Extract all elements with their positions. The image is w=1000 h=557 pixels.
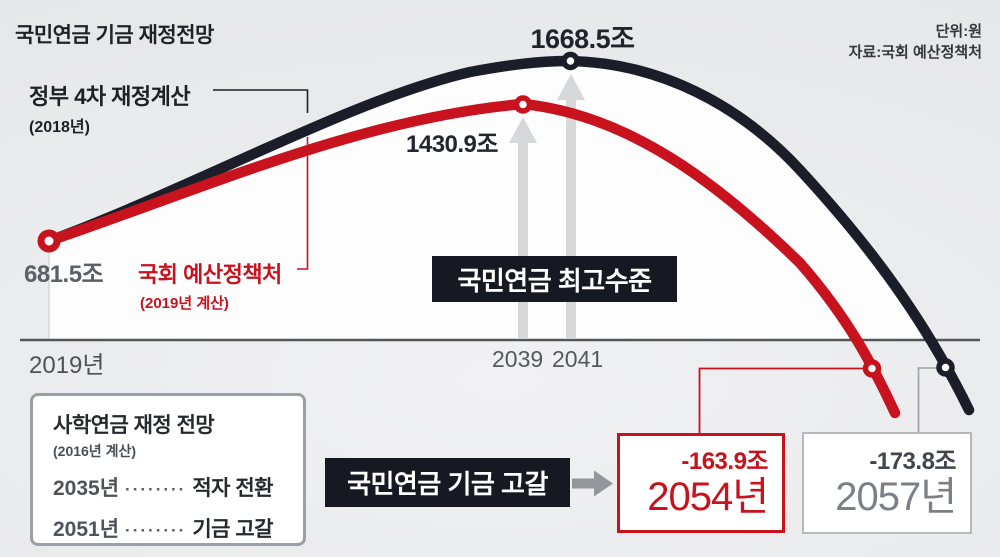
red-depletion-marker (862, 359, 882, 378)
series-black-legend: 정부 4차 재정계산 (2018년) (29, 79, 191, 137)
start-marker (37, 229, 61, 253)
red-deficit-year: 2054년 (647, 475, 769, 520)
red-label-connector (297, 137, 309, 270)
axis-year-2019: 2019년 (29, 352, 105, 379)
sahak-row-year: 2051년 (53, 518, 120, 541)
page-title: 국민연금 기금 재정전망 (15, 24, 214, 47)
red-depletion-result-box: -163.9조 2054년 (617, 433, 785, 533)
sahak-row-label: 적자 전환 (192, 477, 273, 500)
black-deficit-year: 2057년 (835, 475, 957, 520)
red-deficit-value: -163.9조 (681, 447, 768, 475)
dotted-leader: ········ (125, 480, 187, 499)
red-peak-value-label: 1430.9조 (406, 131, 499, 158)
black-label-connector (213, 89, 309, 113)
black-peak-value-label: 1668.5조 (530, 24, 635, 54)
unit-label: 단위:원 (935, 23, 982, 40)
red-depletion-connector (698, 367, 868, 434)
series-black-name: 정부 4차 재정계산 (29, 84, 191, 109)
series-red-subname: (2019년 계산) (140, 295, 229, 312)
under-curve-fill (49, 61, 931, 340)
peak-callout: 국민연금 최고수준 (432, 256, 677, 302)
black-depletion-connector (917, 367, 941, 433)
depletion-callout: 국민연금 기금 고갈 (325, 458, 570, 507)
black-deficit-value: -173.8조 (869, 447, 956, 475)
meta-block: 단위:원 자료:국회 예산정책처 (849, 21, 982, 63)
series-black-subname: (2018년) (29, 119, 90, 136)
sahak-box-title: 사학연금 재정 전망 (53, 414, 215, 437)
up-arrow-black-peak-icon (557, 74, 585, 338)
start-value-label: 681.5조 (24, 261, 104, 288)
source-label: 자료:국회 예산정책처 (848, 44, 982, 61)
right-arrow-icon (572, 470, 613, 497)
red-curve (43, 98, 901, 419)
axis-year-2039: 2039 (492, 346, 544, 372)
black-depletion-result-box: -173.8조 2057년 (802, 432, 972, 534)
sahak-row-label: 기금 고갈 (192, 518, 273, 541)
sahak-row-year: 2035년 (53, 477, 120, 500)
sahak-row-2051: 2051년 ········ 기금 고갈 (53, 513, 303, 543)
series-red-name: 국회 예산정책처 (138, 262, 282, 287)
series-red-legend: 국회 예산정책처 (2019년 계산) (138, 257, 282, 313)
up-arrow-red-peak-icon (509, 117, 537, 338)
sahak-pension-box: 사학연금 재정 전망 (2016년 계산) 2035년 ········ 적자 … (30, 393, 306, 546)
axis-year-2041: 2041 (552, 346, 604, 372)
sahak-box-subtitle: (2016년 계산) (53, 443, 136, 459)
red-peak-marker (513, 95, 533, 114)
black-depletion-marker (936, 358, 955, 377)
dotted-leader: ········ (125, 521, 187, 540)
sahak-row-2035: 2035년 ········ 적자 전환 (53, 472, 303, 502)
black-peak-marker (561, 51, 580, 71)
